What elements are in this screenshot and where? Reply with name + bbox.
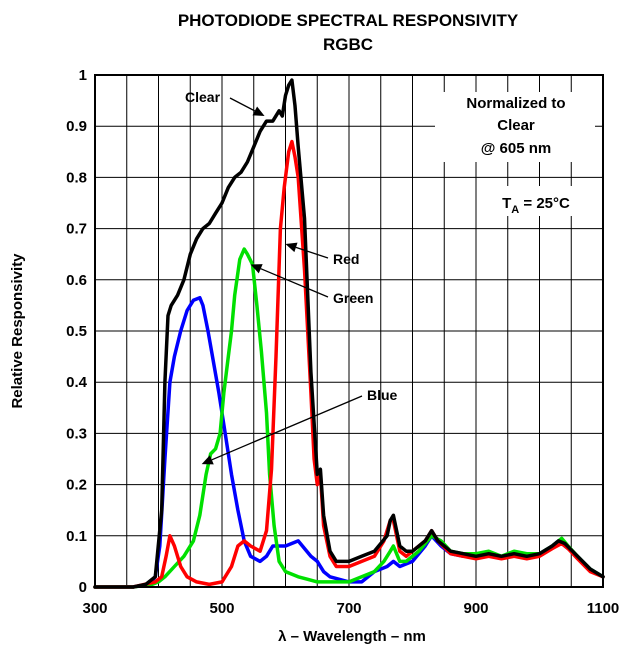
y-tick-label: 0.4 bbox=[66, 374, 88, 391]
annotation-arrow-red bbox=[295, 246, 329, 259]
x-tick-label: 300 bbox=[82, 600, 107, 617]
x-axis-ticks: 300 500 700 900 1100 bbox=[82, 600, 619, 617]
y-tick-label: 0.9 bbox=[66, 118, 87, 135]
y-tick-label: 0.1 bbox=[66, 528, 87, 545]
y-tick-label: 0.6 bbox=[66, 272, 87, 289]
y-tick-label: 0.2 bbox=[66, 477, 87, 494]
plot-frame bbox=[94, 74, 604, 588]
annotation-arrowhead-green bbox=[250, 264, 263, 274]
chart-subtitle: RGBC bbox=[323, 35, 373, 54]
annotation-label-blue: Blue bbox=[367, 387, 398, 403]
temp-note-background bbox=[478, 186, 596, 216]
annotation-arrowhead-clear bbox=[252, 106, 265, 116]
annotation-arrowhead-red bbox=[285, 242, 298, 253]
normalized-note-line3: @ 605 nm bbox=[481, 140, 552, 157]
y-tick-label: 1 bbox=[79, 67, 87, 84]
annotation-arrowhead-blue bbox=[201, 455, 214, 465]
annotations: Clear Red Green Blue bbox=[185, 89, 398, 465]
x-axis-label: λ – Wavelength – nm bbox=[278, 628, 426, 645]
x-tick-label: 1100 bbox=[587, 600, 620, 617]
y-axis-label: Relative Responsivity bbox=[9, 253, 26, 409]
annotation-label-green: Green bbox=[333, 290, 373, 306]
x-tick-label: 900 bbox=[463, 600, 488, 617]
annotation-arrow-blue bbox=[211, 395, 363, 461]
y-tick-label: 0.5 bbox=[66, 323, 87, 340]
y-tick-label: 0 bbox=[79, 579, 87, 596]
normalized-note-line2: Clear bbox=[497, 117, 535, 134]
temperature-note: TA = 25°C bbox=[502, 195, 570, 216]
x-tick-label: 500 bbox=[209, 600, 234, 617]
series-lines bbox=[93, 78, 605, 589]
note-background bbox=[435, 92, 595, 162]
y-tick-label: 0.7 bbox=[66, 221, 87, 238]
normalized-note-line1: Normalized to bbox=[466, 95, 565, 112]
temp-subscript: A bbox=[511, 204, 519, 216]
temp-prefix: T bbox=[502, 195, 511, 212]
annotation-arrow-green bbox=[260, 268, 329, 298]
series-line-clear bbox=[93, 78, 605, 589]
annotation-arrow-clear bbox=[229, 97, 256, 112]
series-line-red bbox=[93, 139, 605, 589]
x-tick-label: 700 bbox=[336, 600, 361, 617]
y-tick-label: 0.3 bbox=[66, 425, 87, 442]
annotation-label-clear: Clear bbox=[185, 89, 221, 105]
temp-suffix: = 25°C bbox=[519, 195, 570, 212]
chart-title: PHOTODIODE SPECTRAL RESPONSIVITY bbox=[178, 11, 519, 30]
y-tick-label: 0.8 bbox=[66, 169, 87, 186]
y-axis-ticks: 0 0.1 0.2 0.3 0.4 0.5 0.6 0.7 0.8 0.9 1 bbox=[66, 67, 88, 596]
annotation-label-red: Red bbox=[333, 251, 359, 267]
